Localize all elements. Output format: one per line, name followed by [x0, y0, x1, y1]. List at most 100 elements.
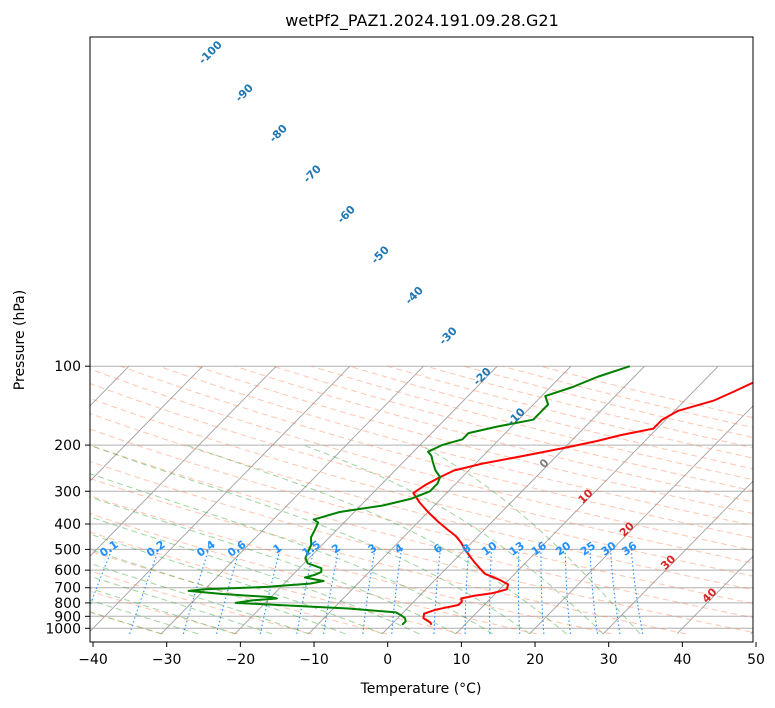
mixing-ratio-label-0: 0.1: [97, 538, 120, 560]
y-tick-label-2: 300: [54, 484, 81, 500]
isotherm-8: [0, 366, 55, 634]
x-tick-label-8: 40: [673, 652, 691, 668]
dry-adiabat-5: [90, 590, 238, 635]
mixing-ratio-line-2: [182, 549, 210, 635]
line-labels: 0.1 0.2 0.4 0.6 1 1.5 2 3 4 6 8 10 13 16 20 25 30 36-100-…: [97, 38, 720, 606]
isotherm-18: [529, 405, 753, 635]
mixing-ratio-label-14: 20: [553, 539, 573, 559]
dry-adiabat-9: [90, 513, 537, 635]
isotherm-label-1: -90: [233, 81, 256, 104]
mixing-ratio-line-17: [630, 549, 644, 634]
isotherm-14: [234, 365, 498, 635]
mixing-ratio-label-6: 2: [329, 541, 343, 556]
moist-adiabat-6: [90, 533, 383, 635]
isotherm-19: [602, 480, 753, 635]
dry-adiabat-27: [425, 365, 753, 449]
x-tick-label-6: 20: [526, 652, 544, 668]
isotherm-label-6: -40: [403, 284, 426, 307]
moist-adiabat-7: [90, 516, 420, 635]
isotherm-12: [90, 365, 351, 633]
isotherm-20: [676, 555, 753, 635]
dry-adiabat-16: [90, 397, 753, 577]
mixing-ratio-label-16: 30: [599, 539, 619, 559]
mixing-ratio-line-11: [489, 549, 493, 634]
warm-isotherm-label-1: 10: [576, 486, 596, 506]
y-axis-label: Pressure (hPa): [12, 290, 28, 390]
y-tick-label-0: 100: [54, 359, 81, 375]
moist-adiabat-8: [90, 496, 457, 635]
isotherm-label-3: -70: [301, 162, 324, 185]
x-tick-label-2: −20: [226, 652, 256, 668]
isotherm-21: [750, 630, 753, 635]
x-tick-label-9: 50: [747, 652, 765, 668]
dry-adiabat-6: [90, 570, 313, 635]
dry-adiabat-15: [90, 413, 753, 591]
warm-isotherm-label-3: 30: [658, 552, 678, 572]
isotherm-11: [90, 365, 277, 557]
mixing-ratio-line-13: [540, 549, 545, 634]
isotherm-17: [455, 365, 719, 635]
mixing-ratio-label-4: 1: [271, 541, 285, 556]
moist-adiabat-13: [420, 444, 641, 635]
mixing-ratio-line-15: [589, 549, 599, 634]
isotherm-13: [160, 365, 424, 635]
y-tick-label-8: 900: [54, 609, 81, 625]
x-axis-label: Temperature (°C): [360, 681, 482, 697]
chart-title: wetPf2_PAZ1.2024.191.09.28.G21: [285, 11, 559, 31]
moist-adiabat-10: [90, 444, 530, 635]
dry-adiabat-22: [234, 365, 753, 503]
mixing-ratio-label-3: 0.6: [225, 538, 249, 560]
moist-adiabat-2: [90, 587, 236, 635]
mixing-ratio-line-0: [90, 549, 113, 607]
moist-adiabat-9: [90, 473, 494, 635]
isotherm-10: [90, 365, 203, 482]
y-tick-label-3: 400: [54, 517, 81, 533]
dry-adiabat-7: [90, 550, 388, 635]
dry-adiabat-17: [90, 382, 753, 564]
dry-adiabat-2: [0, 366, 14, 634]
isotherm-label-8: -20: [471, 365, 494, 388]
x-tick-label-3: −10: [299, 652, 329, 668]
dry-adiabat-4: [90, 611, 164, 635]
mixing-ratio-label-11: 10: [479, 539, 499, 559]
x-tick-label-0: −40: [78, 652, 108, 668]
isotherm-label-5: -50: [369, 243, 392, 266]
isotherm-16: [381, 365, 645, 635]
series-line-1: [187, 365, 631, 626]
y-tick-label-1: 200: [54, 438, 81, 454]
dry-adiabat-8: [90, 531, 462, 635]
moist-adiabat-4: [90, 562, 309, 635]
mixing-ratio-line-12: [517, 549, 521, 634]
mixing-ratio-label-2: 0.4: [194, 538, 218, 560]
y-tick-label-9: 1000: [45, 621, 81, 637]
dry-adiabat-20: [158, 365, 753, 527]
plot-frame: [89, 36, 754, 643]
dry-adiabat-24: [311, 365, 753, 481]
isotherm-label-0: -100: [196, 38, 225, 67]
mixing-ratio-label-7: 3: [366, 541, 380, 556]
y-tick-label-5: 600: [54, 563, 81, 579]
mixing-ratio-line-1: [129, 549, 160, 635]
mixing-ratio-label-17: 36: [619, 539, 639, 559]
x-tick-label-1: −30: [152, 652, 182, 668]
dry-adiabat-12: [90, 460, 753, 633]
dry-adiabat-28: [463, 365, 753, 439]
mixing-ratio-label-12: 13: [507, 539, 527, 558]
dry-adiabat-14: [90, 428, 753, 604]
isotherm-15: [308, 365, 572, 635]
y-tick-label-4: 500: [54, 542, 81, 558]
isotherm-label-2: -80: [267, 122, 290, 145]
profile-lines: [187, 365, 753, 626]
x-tick-label-4: 0: [383, 652, 392, 668]
dry-adiabat-10: [90, 495, 612, 635]
x-tick-label-7: 30: [600, 652, 618, 668]
y-tick-label-6: 700: [54, 581, 81, 597]
mixing-ratio-line-10: [464, 549, 470, 634]
isotherm-label-4: -60: [335, 203, 358, 226]
mixing-ratio-line-8: [391, 549, 403, 634]
mixing-ratio-label-5: 1.5: [300, 538, 323, 560]
axis-ticks: −40 −30 −20 −10 0 10 20 30 40 50 100 200 300 400 500 60…: [45, 359, 765, 668]
mixing-ratio-line-14: [564, 549, 571, 634]
moist-adiabat-1: [90, 599, 199, 635]
